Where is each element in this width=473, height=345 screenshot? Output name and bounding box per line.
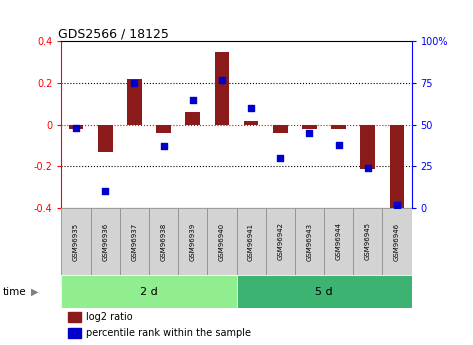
- FancyBboxPatch shape: [61, 275, 236, 308]
- Text: percentile rank within the sample: percentile rank within the sample: [86, 328, 251, 338]
- Text: GSM96945: GSM96945: [365, 223, 371, 260]
- Bar: [69, 328, 81, 338]
- Text: log2 ratio: log2 ratio: [86, 312, 132, 322]
- Bar: [127, 79, 142, 125]
- Text: GSM96938: GSM96938: [160, 223, 166, 260]
- FancyBboxPatch shape: [382, 208, 412, 275]
- Text: time: time: [2, 287, 26, 296]
- Bar: [185, 112, 200, 125]
- FancyBboxPatch shape: [324, 208, 353, 275]
- Text: GSM96936: GSM96936: [102, 223, 108, 260]
- Point: [101, 189, 109, 194]
- Text: GSM96935: GSM96935: [73, 223, 79, 260]
- Point: [306, 130, 313, 136]
- Text: GSM96946: GSM96946: [394, 223, 400, 260]
- Bar: [156, 125, 171, 133]
- Bar: [331, 125, 346, 129]
- Bar: [69, 312, 81, 322]
- FancyBboxPatch shape: [91, 208, 120, 275]
- Point: [131, 80, 138, 86]
- Text: 5 d: 5 d: [315, 287, 333, 296]
- Point: [335, 142, 342, 148]
- FancyBboxPatch shape: [295, 208, 324, 275]
- FancyBboxPatch shape: [120, 208, 149, 275]
- Point: [364, 165, 372, 171]
- FancyBboxPatch shape: [236, 275, 412, 308]
- Text: GSM96942: GSM96942: [277, 223, 283, 260]
- Point: [247, 105, 255, 111]
- Bar: [69, 125, 83, 129]
- Bar: [273, 125, 288, 133]
- Text: GSM96944: GSM96944: [335, 223, 342, 260]
- Bar: [98, 125, 113, 152]
- FancyBboxPatch shape: [266, 208, 295, 275]
- Point: [189, 97, 197, 102]
- Text: 2 d: 2 d: [140, 287, 158, 296]
- Point: [276, 155, 284, 161]
- FancyBboxPatch shape: [149, 208, 178, 275]
- Bar: [302, 125, 317, 129]
- FancyBboxPatch shape: [178, 208, 207, 275]
- FancyBboxPatch shape: [207, 208, 236, 275]
- Bar: [390, 125, 404, 210]
- Text: GDS2566 / 18125: GDS2566 / 18125: [58, 27, 169, 40]
- Text: GSM96940: GSM96940: [219, 223, 225, 260]
- Bar: [215, 52, 229, 125]
- Text: ▶: ▶: [31, 287, 38, 296]
- Point: [218, 77, 226, 82]
- Bar: [360, 125, 375, 169]
- FancyBboxPatch shape: [353, 208, 382, 275]
- Text: GSM96939: GSM96939: [190, 223, 196, 260]
- Point: [72, 125, 80, 131]
- Text: GSM96941: GSM96941: [248, 223, 254, 260]
- Text: GSM96937: GSM96937: [131, 223, 138, 260]
- Point: [393, 202, 401, 208]
- FancyBboxPatch shape: [236, 208, 266, 275]
- FancyBboxPatch shape: [61, 208, 91, 275]
- Bar: [244, 121, 258, 125]
- Point: [160, 144, 167, 149]
- Text: GSM96943: GSM96943: [307, 223, 313, 260]
